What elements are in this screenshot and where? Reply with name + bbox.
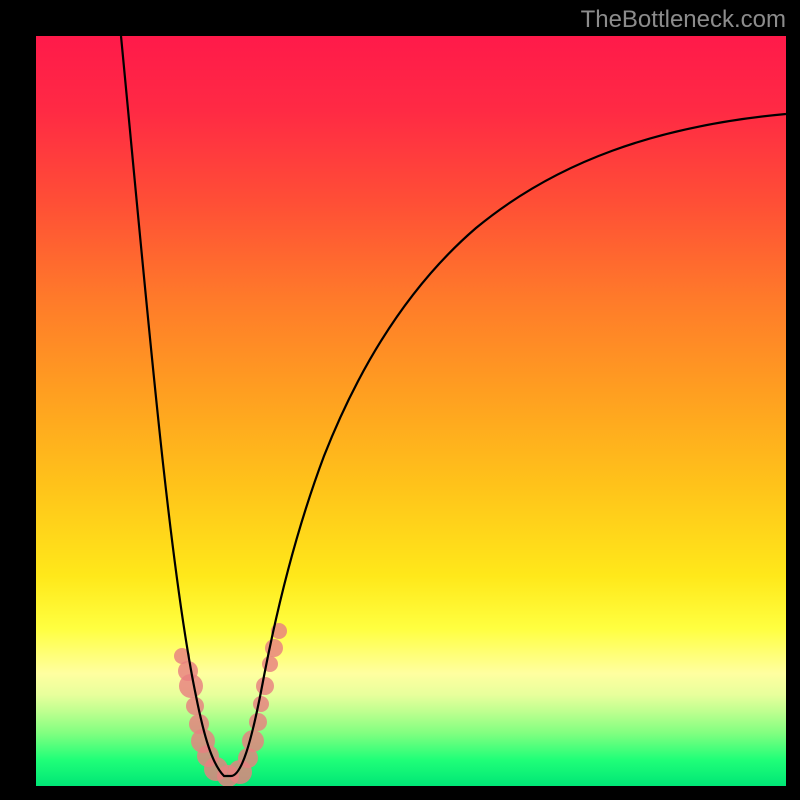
marker-dot (256, 677, 274, 695)
left-curve (121, 36, 231, 776)
curves-layer (36, 36, 786, 786)
marker-dot (242, 730, 264, 752)
chart-container: TheBottleneck.com (0, 0, 800, 800)
marker-dot (186, 697, 204, 715)
right-curve (231, 114, 786, 776)
watermark-text: TheBottleneck.com (581, 6, 786, 34)
marker-dot (179, 674, 203, 698)
plot-area (36, 36, 786, 786)
marker-dot (253, 696, 269, 712)
marker-dot (249, 713, 267, 731)
